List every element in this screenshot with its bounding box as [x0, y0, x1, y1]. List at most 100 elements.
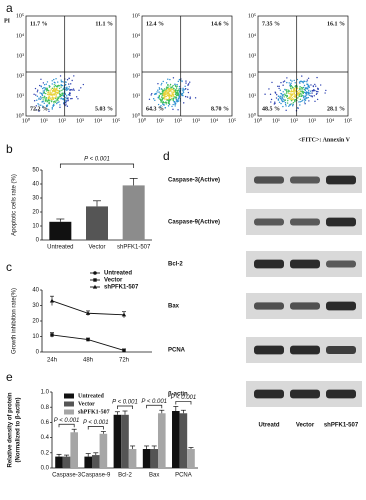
event-dot — [160, 93, 162, 95]
event-dot — [49, 98, 51, 100]
legend-label: Untreated — [78, 393, 105, 399]
bar — [128, 449, 137, 468]
event-dot — [42, 106, 44, 109]
event-dot — [66, 105, 69, 107]
event-dot — [59, 75, 62, 77]
event-dot — [298, 95, 301, 97]
event-dot — [291, 90, 293, 93]
event-dot — [60, 86, 62, 88]
event-dot — [62, 94, 65, 96]
x-tick-label: 10⁰ — [138, 117, 147, 124]
event-dot — [299, 93, 301, 96]
event-dot — [42, 92, 45, 94]
event-dot — [287, 99, 289, 102]
point — [85, 311, 91, 315]
event-dot — [65, 83, 67, 86]
event-dot — [280, 81, 282, 84]
event-dot — [173, 91, 175, 93]
event-dot — [170, 87, 173, 90]
event-dot — [310, 95, 312, 97]
event-dot — [158, 87, 161, 89]
event-dot — [303, 99, 306, 101]
event-dot — [57, 97, 59, 99]
event-dot — [167, 78, 169, 80]
x-tick-label: 10³ — [192, 118, 200, 124]
event-dot — [61, 84, 64, 87]
band — [290, 345, 320, 355]
event-dot — [51, 96, 54, 98]
event-dot — [151, 92, 153, 95]
event-dot — [301, 88, 303, 90]
event-dot — [37, 103, 39, 105]
event-dot — [162, 80, 164, 83]
legend-marker — [92, 284, 98, 289]
event-dot — [175, 100, 177, 102]
event-dot — [56, 89, 58, 91]
point — [121, 312, 127, 317]
event-dot — [183, 102, 185, 104]
event-dot — [157, 83, 159, 85]
event-dot — [47, 94, 50, 96]
x-tick-label: 10³ — [308, 118, 316, 124]
event-dot — [165, 95, 168, 98]
event-dot — [169, 96, 171, 98]
y-tick-label: 0.0 — [41, 466, 50, 472]
event-dot — [307, 77, 310, 79]
event-dot — [310, 84, 312, 86]
event-dot — [296, 87, 299, 90]
event-dot — [46, 101, 48, 103]
event-dot — [53, 86, 56, 88]
band — [254, 389, 284, 399]
event-dot — [56, 102, 58, 105]
event-dot — [167, 101, 170, 104]
event-dot — [300, 80, 303, 82]
event-dot — [302, 96, 305, 99]
event-dot — [57, 81, 59, 83]
event-dot — [163, 94, 166, 97]
y-tick-label: 10⁴ — [16, 33, 24, 39]
event-dot — [70, 98, 72, 100]
y-tick-label: 10³ — [16, 53, 24, 59]
panel-letter: b — [6, 142, 13, 156]
event-dot — [158, 88, 161, 90]
event-dot — [316, 98, 319, 101]
event-dot — [82, 83, 85, 86]
legend-swatch — [64, 393, 74, 399]
event-dot — [163, 92, 165, 94]
event-dot — [68, 94, 71, 96]
event-dot — [288, 92, 290, 95]
event-dot — [308, 86, 311, 88]
event-dot — [157, 96, 159, 99]
y-tick-label: 10⁰ — [16, 112, 25, 119]
event-dot — [285, 105, 287, 107]
event-dot — [40, 86, 43, 88]
event-dot — [167, 99, 169, 101]
event-dot — [301, 100, 303, 102]
event-dot — [306, 87, 308, 89]
panel-letter: e — [6, 370, 13, 384]
event-dot — [58, 93, 61, 95]
event-dot — [174, 96, 176, 98]
band — [326, 260, 356, 268]
event-dot — [289, 93, 291, 95]
event-dot — [47, 96, 50, 98]
event-dot — [300, 92, 302, 95]
event-dot — [306, 97, 308, 99]
y-tick-label: 10⁵ — [16, 13, 24, 19]
event-dot — [299, 82, 301, 84]
event-dot — [69, 89, 71, 91]
event-dot — [286, 81, 288, 84]
event-dot — [274, 102, 276, 105]
event-dot — [287, 89, 289, 91]
event-dot — [44, 92, 47, 95]
error-bar — [114, 411, 120, 415]
event-dot — [279, 97, 281, 99]
protein-label: Bax — [168, 304, 180, 310]
event-dot — [169, 78, 171, 81]
bar — [49, 221, 72, 240]
event-dot — [54, 90, 56, 93]
event-dot — [165, 82, 168, 84]
quadrant-value: 11.1 % — [95, 21, 113, 27]
error-bar — [64, 454, 70, 457]
event-dot — [194, 97, 197, 99]
